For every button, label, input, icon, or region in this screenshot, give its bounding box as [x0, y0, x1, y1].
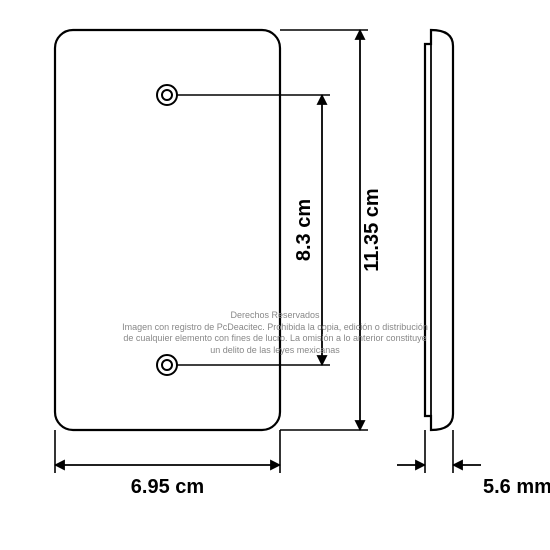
side-profile — [425, 30, 453, 430]
dim-holes-label: 8.3 cm — [293, 199, 315, 261]
dim-width-label: 6.95 cm — [131, 476, 204, 498]
screw-hole — [157, 85, 177, 105]
dim-depth-label: 5.6 mm — [483, 476, 550, 498]
dim-height-label: 11.35 cm — [361, 188, 383, 271]
screw-hole-inner — [162, 360, 172, 370]
screw-hole — [157, 355, 177, 375]
technical-drawing: 6.95 cm 11.35 cm 8.3 cm 5.6 mm — [0, 0, 550, 550]
screw-hole-inner — [162, 90, 172, 100]
